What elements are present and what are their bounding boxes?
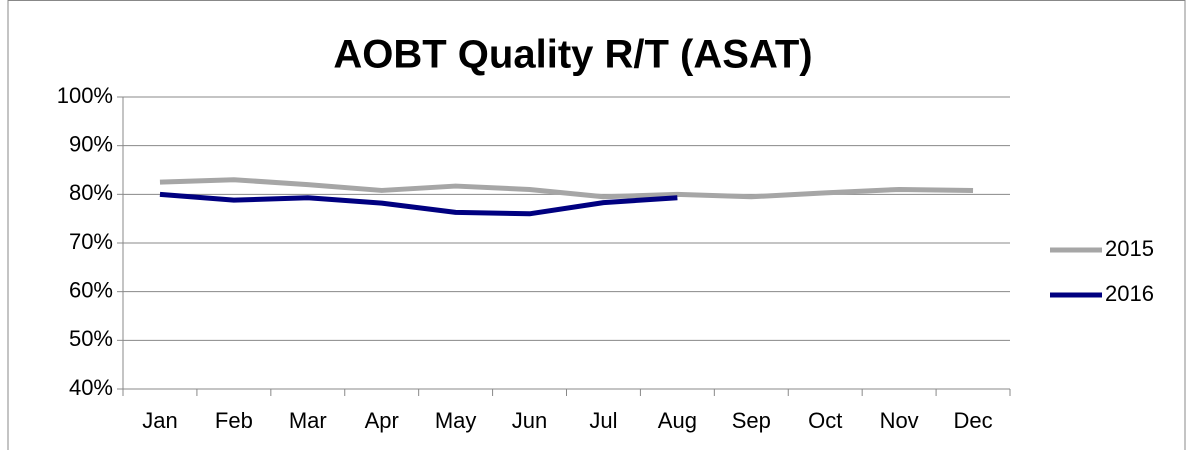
x-tick-label: Apr xyxy=(365,408,399,433)
chart-title: AOBT Quality R/T (ASAT) xyxy=(333,33,812,77)
series-line xyxy=(159,177,974,200)
y-tick-label: 60% xyxy=(69,277,113,302)
y-tick-label: 70% xyxy=(69,229,113,254)
x-tick-label: Feb xyxy=(215,408,253,433)
chart-frame xyxy=(7,0,1186,450)
legend-label: 2015 xyxy=(1105,236,1154,261)
x-tick-label: Oct xyxy=(808,408,842,433)
y-tick-label: 40% xyxy=(69,375,113,400)
x-tick-label: Jan xyxy=(142,408,177,433)
x-tick-label: Mar xyxy=(289,408,327,433)
x-tick-label: Nov xyxy=(880,408,919,433)
y-tick-label: 100% xyxy=(57,83,113,108)
y-tick-label: 90% xyxy=(69,131,113,156)
x-tick-label: Aug xyxy=(658,408,697,433)
x-tick-label: Dec xyxy=(953,408,992,433)
x-tick-label: Sep xyxy=(732,408,771,433)
series-line xyxy=(159,191,678,217)
x-tick-label: Jun xyxy=(512,408,547,433)
y-tick-label: 80% xyxy=(69,180,113,205)
x-tick-label: Jul xyxy=(589,408,617,433)
legend-label: 2016 xyxy=(1105,281,1154,306)
x-tick-label: May xyxy=(435,408,477,433)
y-tick-label: 50% xyxy=(69,326,113,351)
